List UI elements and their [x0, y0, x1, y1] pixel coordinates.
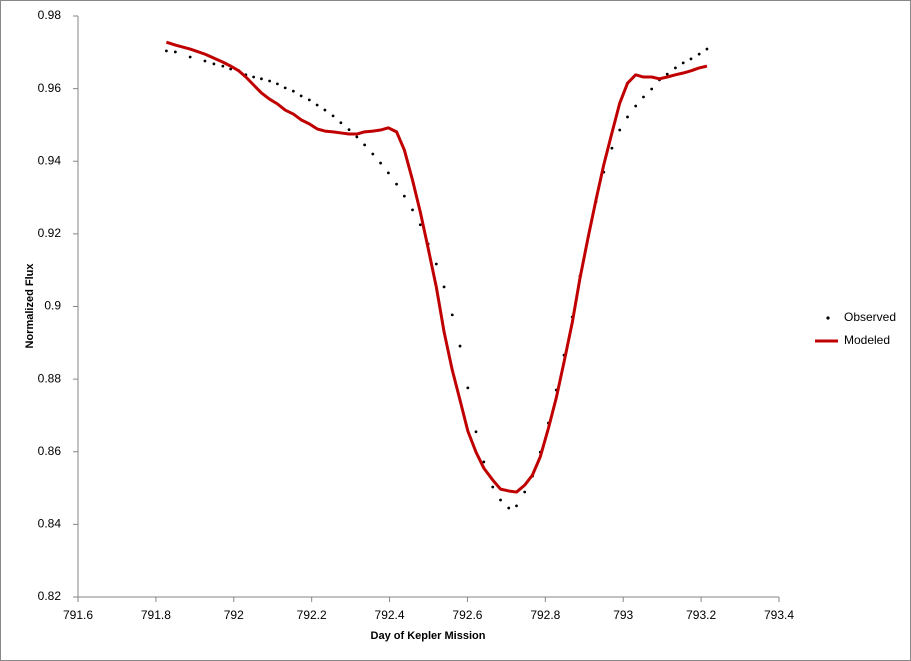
y-tick-label: 0.94	[38, 153, 62, 167]
data-point	[491, 485, 495, 489]
data-point	[188, 55, 192, 59]
y-tick-label: 0.88	[38, 371, 62, 385]
data-point	[212, 62, 216, 66]
data-point	[173, 50, 177, 54]
data-point	[618, 128, 622, 132]
data-point	[229, 67, 233, 71]
y-tick-label: 0.9	[44, 299, 61, 313]
data-point	[499, 498, 502, 502]
data-point	[315, 103, 319, 107]
y-tick-label: 0.92	[38, 226, 62, 240]
y-tick-label: 0.96	[38, 81, 62, 95]
data-point	[411, 208, 414, 212]
data-point	[697, 52, 701, 56]
x-axis-title: Day of Kepler Mission	[371, 630, 486, 642]
x-tick-label: 791.6	[63, 608, 93, 622]
data-point	[507, 506, 511, 510]
data-point	[626, 115, 629, 119]
x-tick-label: 793.2	[686, 608, 716, 622]
x-tick-label: 792.6	[452, 608, 482, 622]
data-point	[450, 313, 454, 317]
data-point	[665, 72, 669, 76]
data-point	[386, 171, 390, 175]
data-point	[268, 79, 272, 83]
data-point	[458, 344, 462, 348]
data-point	[610, 146, 614, 150]
y-axis-title: Normalized Flux	[24, 263, 36, 349]
data-point	[165, 49, 168, 53]
data-point	[681, 61, 685, 65]
legend-label: Modeled	[844, 333, 890, 347]
data-point	[379, 161, 382, 165]
data-point	[642, 95, 645, 99]
data-point	[307, 98, 311, 102]
y-tick-label: 0.84	[38, 517, 62, 531]
data-point	[442, 285, 446, 289]
data-point	[260, 77, 263, 81]
x-tick-label: 792.2	[297, 608, 327, 622]
data-point	[275, 82, 279, 86]
data-point	[221, 64, 225, 68]
data-point	[203, 59, 207, 63]
data-point	[299, 94, 303, 98]
data-point	[474, 430, 478, 434]
data-point	[252, 75, 256, 79]
data-point	[371, 152, 375, 156]
data-point	[418, 223, 422, 227]
legend-label: Observed	[844, 310, 896, 324]
data-point	[355, 135, 359, 139]
data-point	[515, 504, 518, 508]
data-point	[291, 89, 295, 93]
data-point	[339, 121, 343, 125]
data-point	[363, 143, 367, 147]
data-point	[402, 194, 406, 198]
y-tick-label: 0.98	[38, 8, 62, 22]
data-point	[283, 86, 287, 90]
data-point	[650, 87, 654, 91]
data-point	[466, 386, 470, 390]
series-line	[165, 40, 708, 494]
y-tick-label: 0.82	[38, 589, 62, 603]
data-point	[482, 460, 486, 464]
legend-swatch	[826, 316, 830, 320]
data-point	[434, 262, 438, 266]
data-point	[323, 108, 327, 112]
data-point	[331, 114, 335, 118]
x-tick-label: 792.4	[375, 608, 405, 622]
x-tick-label: 792.8	[530, 608, 560, 622]
x-tick-label: 791.8	[141, 608, 171, 622]
data-point	[395, 182, 398, 186]
data-point	[674, 66, 677, 70]
y-tick-label: 0.86	[38, 444, 62, 458]
data-point	[705, 47, 709, 51]
data-point	[634, 104, 638, 108]
x-tick-label: 793.4	[764, 608, 794, 622]
data-point	[689, 57, 693, 61]
x-tick-label: 793	[613, 608, 633, 622]
data-point	[523, 490, 527, 494]
data-point	[347, 128, 351, 132]
x-tick-label: 792	[224, 608, 244, 622]
